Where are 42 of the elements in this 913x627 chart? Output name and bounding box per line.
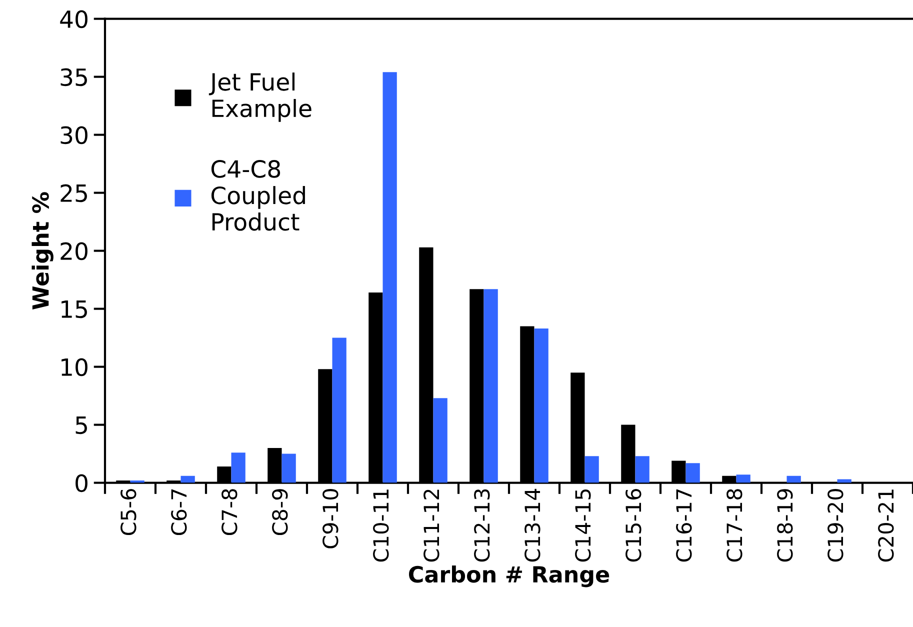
- y-tick-label: 15: [62, 300, 87, 318]
- bar: [584, 456, 599, 483]
- x-tick-label: C9-10: [322, 489, 338, 548]
- bar: [332, 338, 346, 483]
- bar: [231, 452, 246, 483]
- x-tick-label: C8-9: [272, 489, 288, 536]
- y-tick-label: 5: [76, 416, 87, 434]
- x-tick-label: C19-20: [828, 489, 844, 562]
- x-tick-label: C6-7: [171, 489, 187, 536]
- bar: [382, 72, 397, 483]
- y-axis-title: Weight %: [32, 192, 54, 310]
- bar: [686, 463, 700, 483]
- x-tick-label: C18-19: [777, 489, 793, 562]
- x-tick-label: C10-11: [373, 490, 389, 562]
- x-tick-label: C15-16: [626, 488, 642, 562]
- y-tick-label: 25: [60, 184, 87, 202]
- y-tick-label: 30: [60, 126, 88, 144]
- x-tick-label: C7-8: [222, 489, 238, 536]
- bar: [282, 454, 296, 483]
- bar: [484, 289, 498, 483]
- y-tick-label: 35: [60, 68, 87, 86]
- x-tick-label: C16-17: [676, 489, 692, 562]
- x-axis-title: Carbon # Range: [408, 566, 610, 588]
- bar: [180, 476, 195, 483]
- x-tick-label: C17-18: [726, 489, 742, 562]
- bar: [736, 474, 750, 483]
- x-tick-label: C5-6: [120, 488, 136, 536]
- bar: [534, 328, 548, 483]
- bar: [433, 398, 448, 483]
- x-tick-label: C11-12: [424, 490, 440, 562]
- x-tick-label: C12-13: [474, 489, 490, 562]
- bar: [786, 476, 801, 483]
- legend-label: C4-C8 Coupled Product: [211, 160, 305, 231]
- y-tick-label: 20: [60, 242, 88, 260]
- y-tick-label: 10: [62, 358, 88, 376]
- y-tick-label: 0: [76, 474, 88, 492]
- x-tick-label: C20-21: [878, 490, 894, 562]
- y-tick-label: 40: [60, 10, 88, 28]
- x-tick-label: C14-15: [575, 489, 591, 562]
- bar: [635, 456, 650, 483]
- x-tick-label: C13-14: [524, 488, 540, 562]
- legend-label: Jet Fuel Example: [208, 72, 312, 122]
